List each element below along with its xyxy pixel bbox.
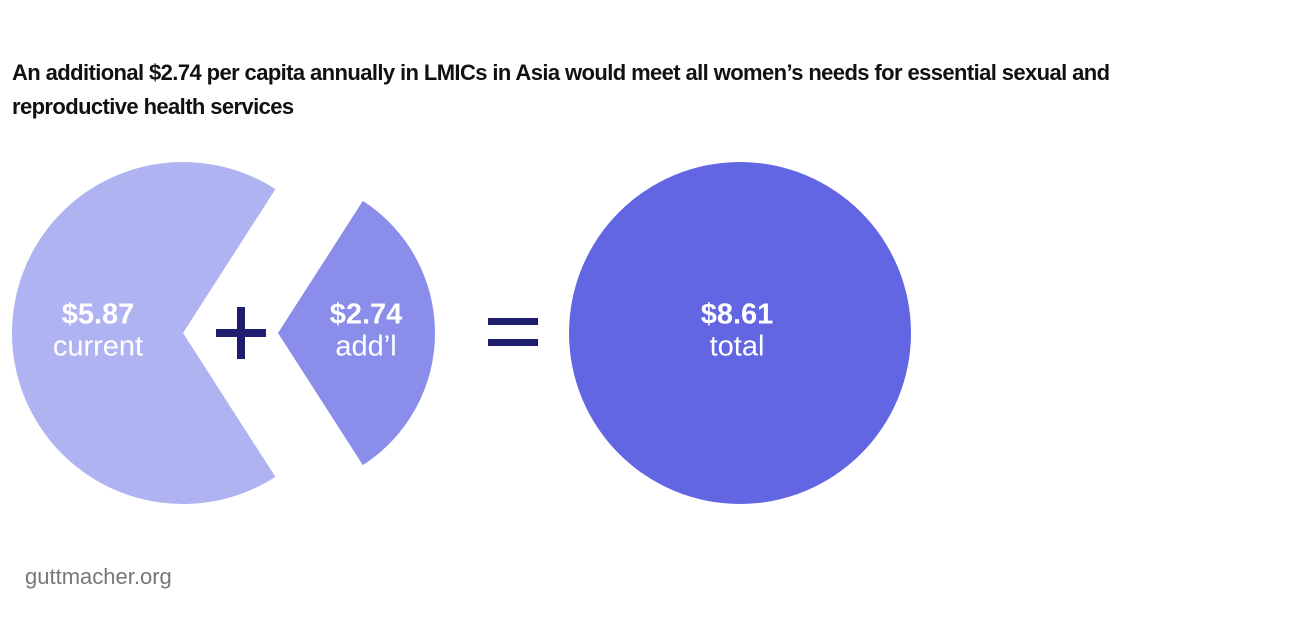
value-label: $8.61	[701, 299, 774, 331]
plus-sign	[237, 307, 245, 359]
category-label: total	[710, 331, 765, 363]
total-circle	[569, 162, 911, 504]
value-label: $5.87	[62, 299, 135, 331]
equals-sign	[488, 318, 538, 325]
pie-slice	[11, 162, 276, 504]
source: guttmacher.org	[25, 564, 172, 589]
pie-slice	[278, 200, 435, 466]
value-label: $2.74	[330, 299, 403, 331]
equals-sign	[488, 339, 538, 346]
category-label: current	[53, 331, 143, 363]
category-label: add’l	[335, 331, 396, 363]
chart-title: An additional $2.74 per capita annually …	[12, 60, 1110, 119]
